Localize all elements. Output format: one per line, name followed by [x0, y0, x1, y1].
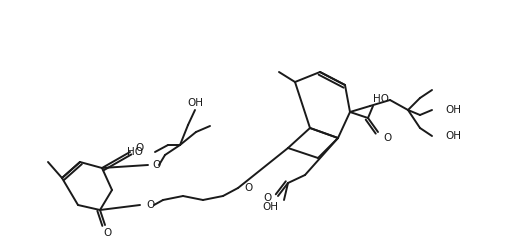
Text: O: O	[135, 143, 143, 153]
Text: OH: OH	[445, 105, 461, 115]
Text: HO: HO	[127, 147, 143, 157]
Text: OH: OH	[262, 202, 278, 212]
Text: O: O	[264, 193, 272, 203]
Text: O: O	[244, 183, 252, 193]
Text: OH: OH	[445, 131, 461, 141]
Text: O: O	[103, 228, 111, 238]
Text: O: O	[383, 133, 391, 143]
Text: O: O	[152, 160, 160, 170]
Text: OH: OH	[187, 98, 203, 108]
Text: HO: HO	[373, 94, 389, 104]
Text: O: O	[146, 200, 154, 210]
